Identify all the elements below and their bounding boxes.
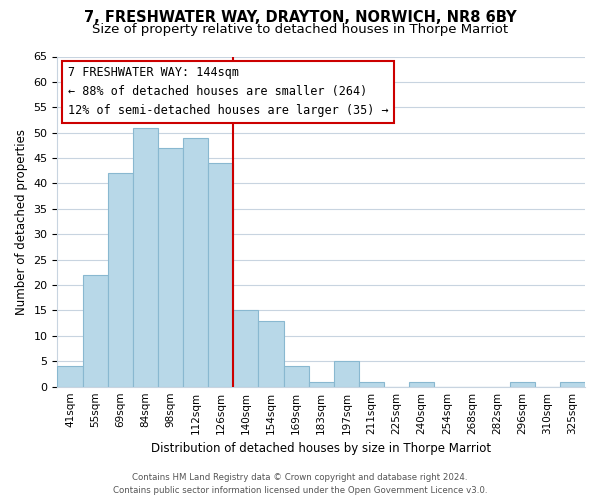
Bar [183,138,208,386]
Bar [83,275,107,386]
Bar [158,148,183,386]
Bar [259,320,284,386]
Bar [133,128,158,386]
Bar [233,310,259,386]
Text: Contains HM Land Registry data © Crown copyright and database right 2024.
Contai: Contains HM Land Registry data © Crown c… [113,474,487,495]
Bar [359,382,384,386]
Text: 7 FRESHWATER WAY: 144sqm
← 88% of detached houses are smaller (264)
12% of semi-: 7 FRESHWATER WAY: 144sqm ← 88% of detach… [68,66,389,118]
Bar [509,382,535,386]
Text: Size of property relative to detached houses in Thorpe Marriot: Size of property relative to detached ho… [92,22,508,36]
Y-axis label: Number of detached properties: Number of detached properties [15,128,28,314]
Bar [284,366,308,386]
Text: 7, FRESHWATER WAY, DRAYTON, NORWICH, NR8 6BY: 7, FRESHWATER WAY, DRAYTON, NORWICH, NR8… [83,10,517,25]
Bar [409,382,434,386]
Bar [308,382,334,386]
Bar [334,362,359,386]
Bar [58,366,83,386]
Bar [560,382,585,386]
Bar [208,163,233,386]
X-axis label: Distribution of detached houses by size in Thorpe Marriot: Distribution of detached houses by size … [151,442,491,455]
Bar [107,174,133,386]
